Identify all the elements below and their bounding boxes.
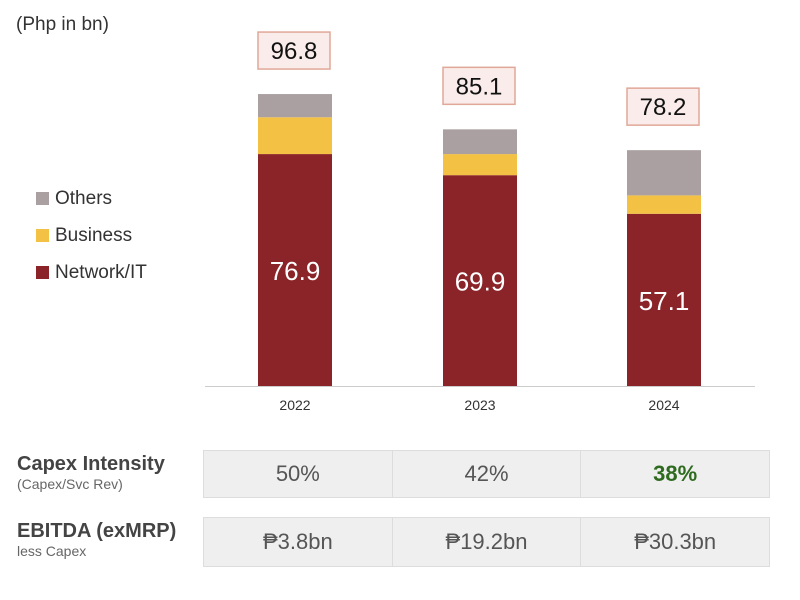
total-box [442,66,516,106]
bar-business [258,117,332,155]
legend-item-business: Business [36,217,147,254]
bar-business [627,195,701,214]
x-tick-label: 2023 [464,397,495,413]
legend-swatch [36,229,49,242]
row-title: EBITDA (exMRP) [17,520,177,542]
table-cell: 50% [204,451,393,497]
bar-network-it [258,154,332,386]
total-box [626,87,700,126]
x-tick-label: 2024 [648,397,679,413]
row-subtitle: less Capex [17,543,87,559]
capex-intensity-label: Capex Intensity (Capex/Svc Rev) [17,453,165,492]
table-cell: ₱3.8bn [204,518,393,566]
stacked-bar-chart: 76.9 96.8 2022 69.9 85.1 2023 57.1 78.2 2024 [205,31,755,413]
ebitda-row: ₱3.8bn ₱19.2bn ₱30.3bn [203,517,770,567]
total-label: 78.2 [640,94,687,121]
unit-label: (Php in bn) [16,14,109,35]
table-cell: ₱30.3bn [634,529,717,554]
table-cell: 42% [393,451,582,497]
legend-label: Business [55,224,133,246]
row-title: Capex Intensity [17,453,165,475]
total-label: 85.1 [456,73,503,100]
bar-network-it [443,175,517,386]
total-box [257,31,331,70]
bar-business [443,154,517,176]
legend: Others Business Network/IT [36,180,147,291]
bar-others [258,94,332,118]
legend-label: Network/IT [55,261,147,283]
segment-label: 69.9 [455,267,506,297]
legend-item-network: Network/IT [36,254,147,291]
bar-others [627,150,701,196]
legend-label: Others [55,187,113,209]
table-cell-highlight: 38% [653,461,698,486]
segment-label: 76.9 [270,256,321,286]
legend-item-others: Others [36,180,147,217]
legend-swatch [36,266,49,279]
segment-label: 57.1 [639,286,690,316]
total-label: 96.8 [271,38,318,65]
x-tick-label: 2022 [279,397,310,413]
table-cell: ₱19.2bn [393,518,582,566]
bar-network-it [627,213,701,386]
row-subtitle: (Capex/Svc Rev) [17,476,123,492]
ebitda-label: EBITDA (exMRP) less Capex [17,520,176,559]
bar-others [443,129,517,155]
capex-intensity-row: 50% 42% 38% [203,450,770,498]
legend-swatch [36,192,49,205]
